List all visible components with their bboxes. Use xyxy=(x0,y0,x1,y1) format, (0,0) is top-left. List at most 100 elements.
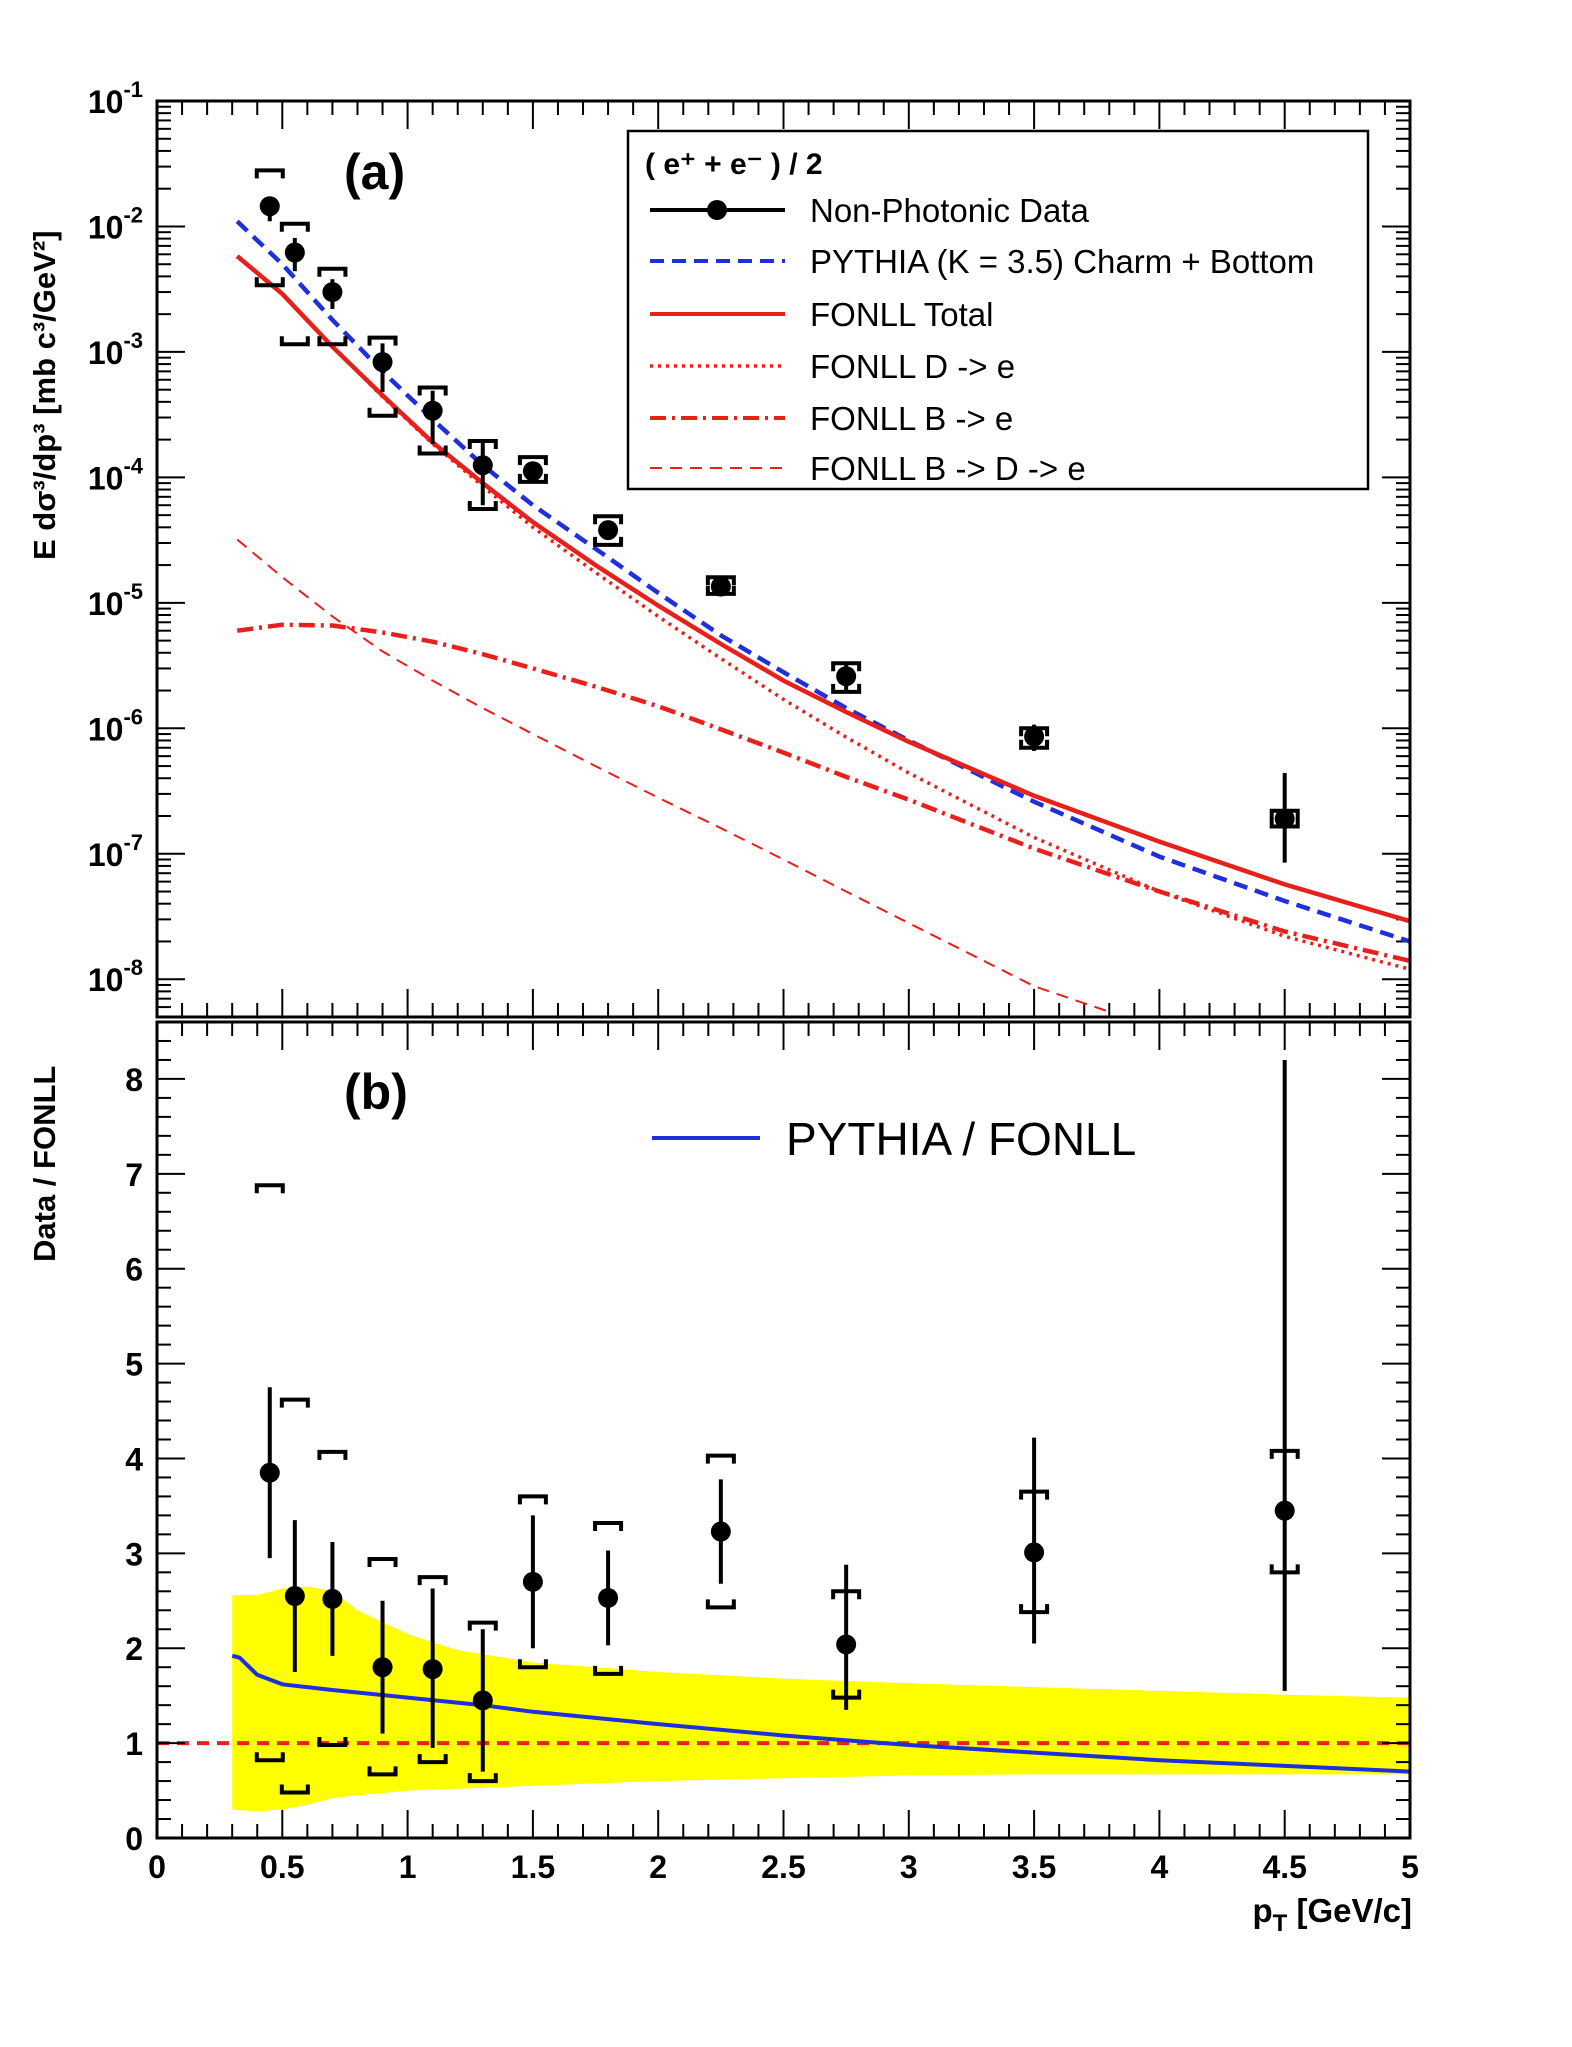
data-point xyxy=(1269,1059,1300,1691)
sys-error-bracket xyxy=(317,1449,348,1460)
sys-error-bracket xyxy=(831,1689,862,1700)
data-marker xyxy=(472,455,493,476)
sys-error-bracket xyxy=(1269,1564,1300,1575)
data-marker xyxy=(372,352,393,373)
y-tick-label: 5 xyxy=(125,1347,143,1383)
sys-error-bracket xyxy=(1019,739,1050,750)
data-marker xyxy=(522,1571,543,1592)
sys-error-bracket xyxy=(317,266,348,277)
panel-b-data-points xyxy=(254,1059,1300,1795)
data-point xyxy=(705,575,736,597)
tick-exponent: -7 xyxy=(123,830,143,855)
panel-a: (a) 10-110-210-310-410-510-610-710-8 E d… xyxy=(27,77,1412,1019)
tick-exponent: -6 xyxy=(123,704,143,729)
sys-error-bracket xyxy=(593,514,624,525)
panel-a-legend: ( e⁺ + e⁻ ) / 2 Non-Photonic Data PYTHIA… xyxy=(626,129,1370,491)
data-marker xyxy=(1274,808,1295,829)
tick-base: 10 xyxy=(88,837,124,873)
y-tick-label: 7 xyxy=(125,1157,143,1193)
data-point xyxy=(317,266,348,347)
data-marker xyxy=(836,666,857,687)
x-tick-label: 3.5 xyxy=(1012,1849,1056,1885)
legend-entry-fonll-total: FONLL Total xyxy=(650,296,993,333)
sys-error-bracket xyxy=(254,168,285,179)
legend-label: FONLL D -> e xyxy=(810,348,1015,385)
x-tick-label: 1 xyxy=(399,1849,417,1885)
data-point xyxy=(254,1183,285,1763)
panel-b-y-ticks: 0 1 2 3 4 5 6 7 8 xyxy=(125,1039,1410,1857)
panel-a-tag: (a) xyxy=(344,144,405,200)
sys-error-bracket xyxy=(367,1557,398,1568)
tick-base: 10 xyxy=(88,460,124,496)
sys-error-bracket xyxy=(517,1659,548,1670)
data-point xyxy=(1269,773,1300,863)
panel-b: 0 1 2 3 4 5 6 7 8 0 0.5 1 1.5 2 2.5 3 3.5 4 4.5 5 (b) PYTH… xyxy=(27,1020,1419,1937)
sys-error-bracket xyxy=(1019,1604,1050,1615)
x-tick-label: 0.5 xyxy=(260,1849,304,1885)
sys-error-bracket xyxy=(279,1397,310,1408)
y-tick-label: 10-8 xyxy=(88,955,143,998)
tick-base: 10 xyxy=(88,711,124,747)
x-axis-label-unit: [GeV/c] xyxy=(1287,1892,1412,1929)
panel-a-data-points xyxy=(254,168,1300,863)
sys-error-bracket xyxy=(705,1599,736,1610)
x-tick-label: 2 xyxy=(649,1849,667,1885)
tick-exponent: -4 xyxy=(123,453,143,478)
x-axis-label: pT [GeV/c] xyxy=(1252,1892,1412,1937)
data-marker xyxy=(322,282,343,303)
sys-error-bracket xyxy=(254,1752,285,1763)
fonll-uncertainty-band xyxy=(232,1586,1410,1812)
data-marker xyxy=(259,196,280,217)
data-point xyxy=(254,168,285,288)
data-marker xyxy=(836,1634,857,1655)
sys-error-bracket xyxy=(367,1766,398,1777)
sys-error-bracket xyxy=(831,683,862,694)
data-marker xyxy=(598,520,619,541)
tick-base: 10 xyxy=(88,586,124,622)
x-axis-label-main: p xyxy=(1252,1892,1272,1929)
sys-error-bracket xyxy=(517,1494,548,1505)
legend-entry-data: Non-Photonic Data xyxy=(650,192,1089,229)
y-tick-label: 10-7 xyxy=(88,830,143,873)
sys-error-bracket xyxy=(417,1754,448,1765)
tick-base: 10 xyxy=(88,335,124,371)
curve-0 xyxy=(235,219,1410,944)
data-point xyxy=(517,455,548,484)
y-tick-label: 1 xyxy=(125,1726,143,1762)
panel-b-frame xyxy=(155,1020,1412,1840)
panel-b-legend: PYTHIA / FONLL xyxy=(652,1113,1136,1165)
data-marker xyxy=(284,242,305,263)
y-tick-label: 6 xyxy=(125,1252,143,1288)
data-point xyxy=(517,1494,548,1670)
x-tick-label: 5 xyxy=(1401,1849,1419,1885)
y-tick-label: 4 xyxy=(125,1441,143,1477)
data-point xyxy=(593,1520,624,1676)
sys-error-bracket xyxy=(517,473,548,484)
sys-error-bracket xyxy=(254,1183,285,1194)
data-point xyxy=(831,1564,862,1710)
data-point xyxy=(1019,1437,1050,1644)
sys-error-bracket xyxy=(705,1453,736,1464)
legend-label: Non-Photonic Data xyxy=(810,192,1089,229)
x-tick-label: 0 xyxy=(148,1849,166,1885)
sys-error-bracket xyxy=(417,385,448,396)
tick-exponent: -2 xyxy=(123,202,143,227)
data-marker xyxy=(259,1462,280,1483)
data-point xyxy=(831,661,862,694)
sys-error-bracket xyxy=(593,1665,624,1676)
data-marker xyxy=(372,1657,393,1678)
legend-marker xyxy=(707,200,727,220)
sys-error-bracket xyxy=(367,335,398,346)
panel-a-curves xyxy=(235,219,1410,1013)
panel-b-y-axis-label: Data / FONLL xyxy=(27,1066,62,1262)
sys-error-bracket xyxy=(593,1520,624,1531)
x-tick-label: 4 xyxy=(1151,1849,1169,1885)
sys-error-bracket xyxy=(1269,1448,1300,1459)
y-tick-label: 10-1 xyxy=(88,77,143,120)
sys-error-bracket xyxy=(517,455,548,466)
panel-b-tag: (b) xyxy=(344,1064,408,1120)
legend-label: FONLL B -> D -> e xyxy=(810,450,1086,487)
data-marker xyxy=(422,400,443,421)
data-point xyxy=(467,438,498,511)
